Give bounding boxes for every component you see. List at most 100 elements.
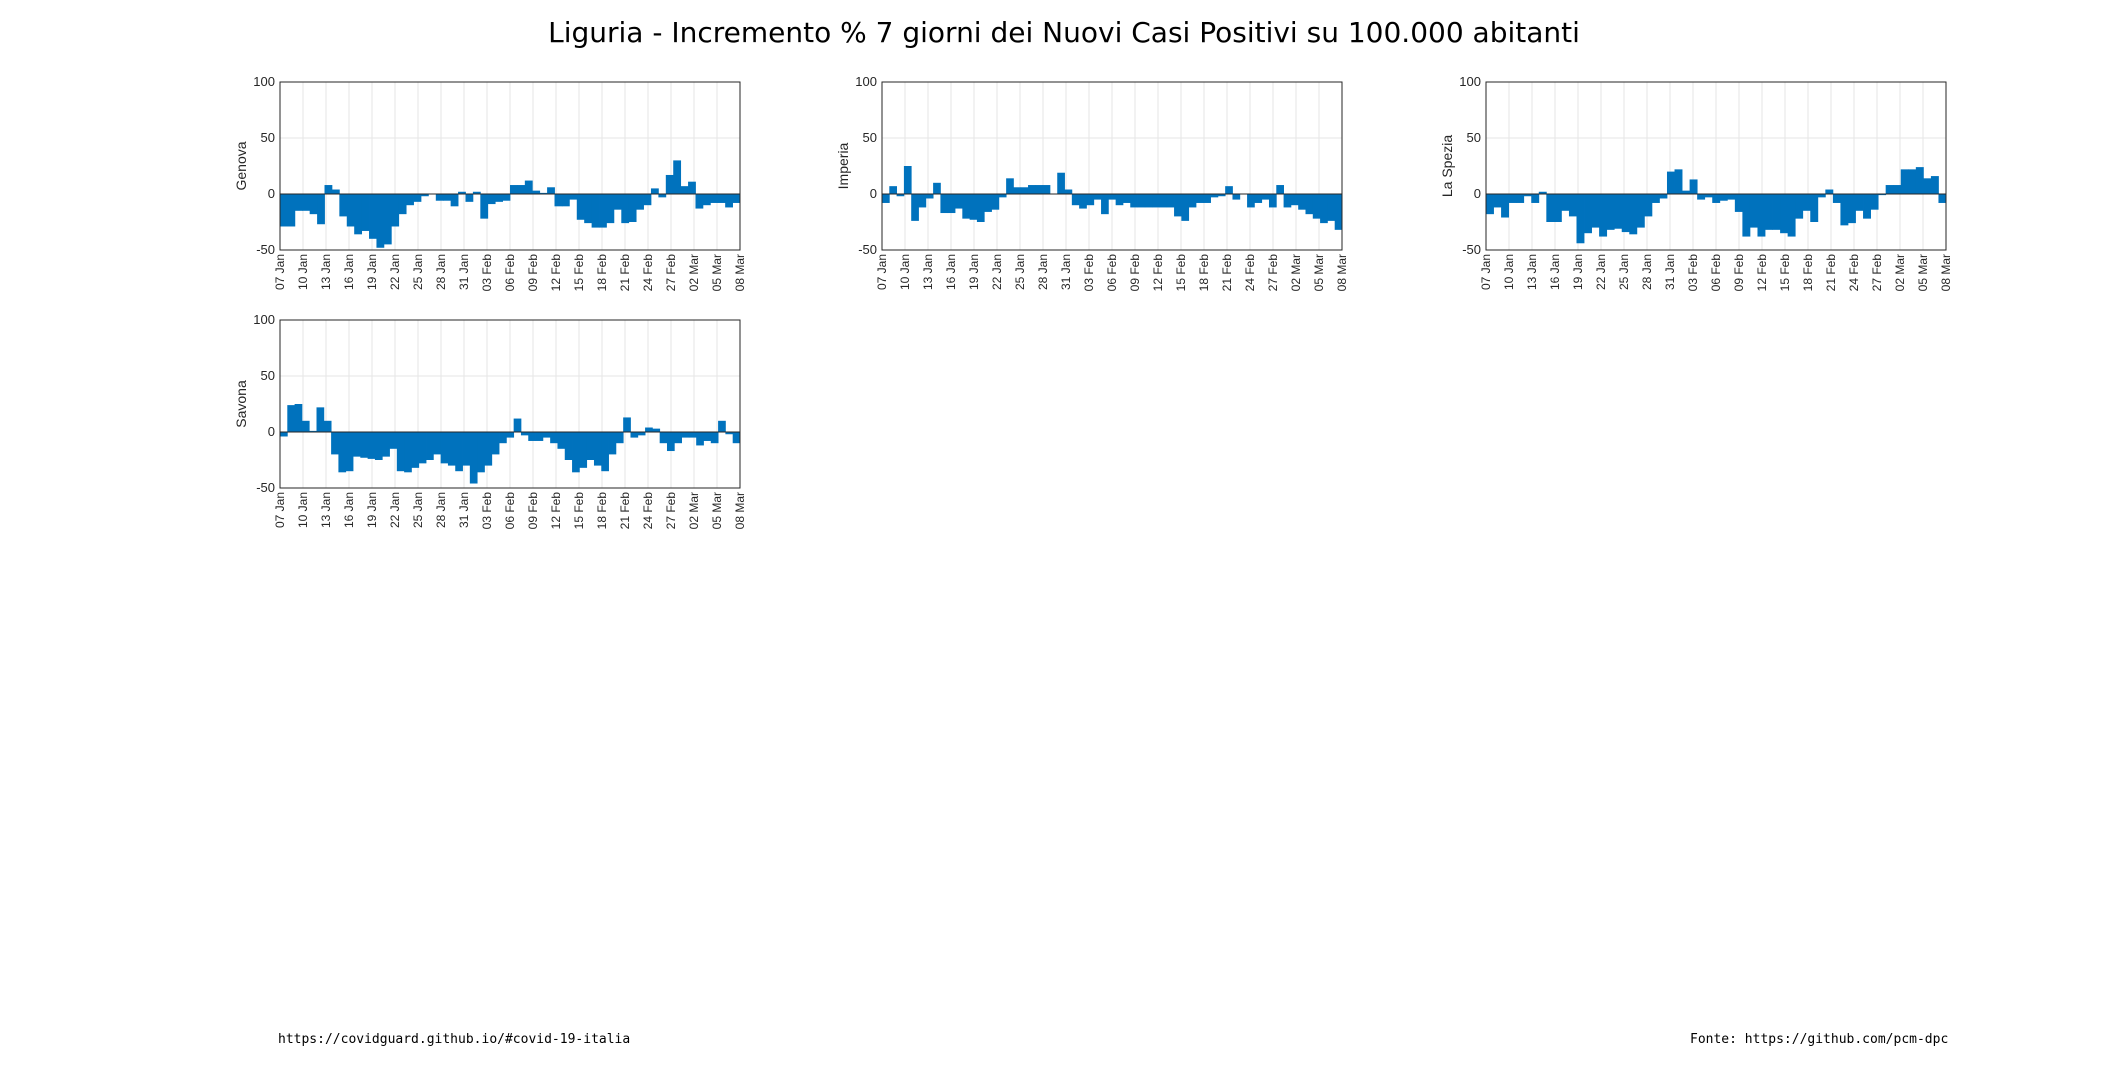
chart-savona: 07 Jan 10 Jan 13 Jan 16 Jan 19 Jan 22 Jan 25 J… xyxy=(233,312,747,529)
bar xyxy=(1832,194,1841,203)
bar xyxy=(732,194,741,203)
bar xyxy=(484,432,493,466)
bar xyxy=(1217,194,1226,197)
bar xyxy=(591,194,600,228)
bar xyxy=(673,160,682,194)
bar xyxy=(1035,185,1044,194)
bar xyxy=(1247,194,1255,208)
bar xyxy=(1553,194,1562,222)
y-tick-label: 100 xyxy=(1459,74,1481,89)
y-tick-label: -50 xyxy=(1462,242,1481,257)
y-tick-label: -50 xyxy=(256,480,275,495)
axes-box xyxy=(279,81,741,251)
bar xyxy=(606,194,615,224)
bar xyxy=(294,404,303,432)
x-tick-label: 10 Jan xyxy=(296,254,310,290)
bar xyxy=(1659,194,1668,199)
x-tick-label: 28 Jan xyxy=(1036,254,1050,290)
x-tick-label: 15 Feb xyxy=(1778,254,1792,292)
bar xyxy=(413,194,422,202)
x-tick-label: 02 Mar xyxy=(687,254,701,291)
bar xyxy=(613,194,622,210)
y-axis-label: La Spezia xyxy=(1439,135,1455,197)
bar xyxy=(584,194,593,224)
bar xyxy=(323,420,332,432)
bar xyxy=(1780,194,1789,234)
y-tick-label: 50 xyxy=(1467,130,1481,145)
bar xyxy=(404,432,412,473)
bar xyxy=(717,194,726,203)
bar xyxy=(665,174,674,194)
bar xyxy=(710,432,719,444)
bar xyxy=(1334,194,1343,230)
bar xyxy=(579,432,588,468)
x-tick-label: 27 Feb xyxy=(1266,254,1280,292)
bar xyxy=(643,194,652,206)
bar xyxy=(615,432,624,444)
x-tick-label: 07 Jan xyxy=(273,254,287,290)
bar xyxy=(462,432,471,466)
bar xyxy=(1130,194,1138,208)
bar xyxy=(547,187,555,194)
x-tick-label: 06 Feb xyxy=(1105,254,1119,292)
chart-genova: 07 Jan 10 Jan 13 Jan 16 Jan 19 Jan 22 Jan 25 J… xyxy=(233,74,747,291)
bar xyxy=(367,432,376,459)
bar xyxy=(1749,194,1758,228)
bar xyxy=(1057,172,1065,194)
bar xyxy=(1644,194,1653,217)
x-tick-label: 18 Feb xyxy=(595,492,609,530)
x-tick-label: 18 Feb xyxy=(595,254,609,292)
y-axis-label: Savona xyxy=(233,380,249,428)
bar xyxy=(1908,169,1917,194)
y-tick-label: 50 xyxy=(863,130,877,145)
x-tick-label: 06 Feb xyxy=(503,492,517,530)
bar xyxy=(345,432,354,472)
bar xyxy=(696,432,704,446)
bar xyxy=(542,432,551,438)
bar xyxy=(458,191,466,194)
bar xyxy=(1531,194,1540,203)
y-tick-label: 50 xyxy=(261,368,275,383)
x-tick-label: 25 Jan xyxy=(411,254,425,290)
bar xyxy=(487,194,496,205)
page-title: Liguria - Incremento % 7 giorni dei Nuov… xyxy=(548,16,1580,49)
axes-box xyxy=(279,319,741,489)
bar xyxy=(1802,194,1811,211)
bar xyxy=(903,166,912,194)
x-tick-label: 28 Jan xyxy=(434,254,448,290)
bar xyxy=(339,194,348,217)
bar xyxy=(940,194,949,214)
bar xyxy=(1915,167,1924,194)
x-tick-label: 21 Feb xyxy=(1824,254,1838,292)
bar xyxy=(599,194,607,228)
x-tick-label: 09 Feb xyxy=(526,254,540,292)
x-tick-label: 31 Jan xyxy=(457,492,471,528)
bar xyxy=(1742,194,1751,237)
bar xyxy=(435,194,444,201)
bar xyxy=(302,194,311,211)
bar xyxy=(889,186,898,194)
x-tick-label: 19 Jan xyxy=(967,254,981,290)
bar xyxy=(1757,194,1766,237)
bar xyxy=(955,194,963,209)
bar xyxy=(1181,194,1190,221)
bar xyxy=(1787,194,1796,237)
bar xyxy=(1298,194,1306,210)
bar xyxy=(1122,194,1131,203)
bar xyxy=(455,432,463,472)
bar xyxy=(725,194,733,208)
x-tick-label: 10 Jan xyxy=(296,492,310,528)
bar xyxy=(1115,194,1124,206)
bar xyxy=(1093,194,1102,200)
x-tick-label: 21 Feb xyxy=(618,492,632,530)
bar xyxy=(1682,190,1691,194)
x-tick-label: 16 Jan xyxy=(944,254,958,290)
bar xyxy=(550,432,558,444)
bar xyxy=(331,432,339,455)
x-tick-label: 21 Feb xyxy=(1220,254,1234,292)
bar xyxy=(447,432,456,466)
bar xyxy=(1674,169,1683,194)
bar xyxy=(472,191,481,194)
bar xyxy=(1629,194,1638,235)
bar xyxy=(998,194,1007,198)
